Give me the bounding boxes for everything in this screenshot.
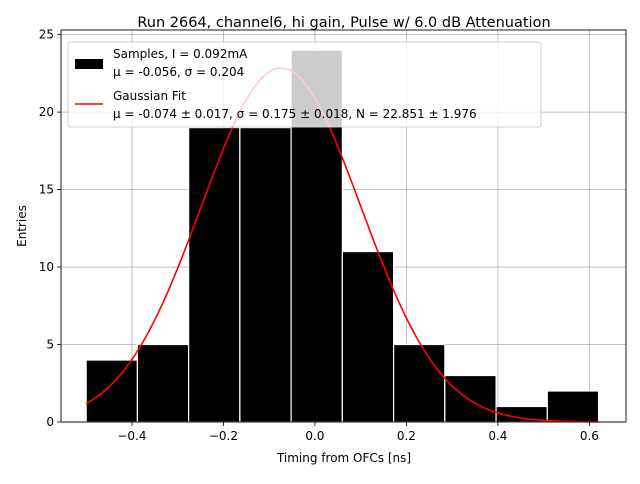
x-tick-label: 0.0 [305, 429, 324, 443]
legend-samples-patch [75, 59, 103, 69]
histogram-bar [392, 343, 446, 423]
histogram-bar [136, 343, 190, 423]
axes-frame [60, 29, 627, 423]
legend-samples-stats: μ = -0.056, σ = 0.204 [113, 65, 244, 79]
histogram-bars [85, 49, 600, 423]
x-axis-label: Timing from OFCs [ns] [276, 451, 411, 465]
gaussian-fit-curve [85, 67, 599, 423]
histogram-bar [546, 390, 600, 423]
y-tick-label: 0 [46, 415, 54, 429]
y-axis-ticks: 0 5 10 15 20 25 [39, 28, 61, 429]
histogram-bar [444, 374, 497, 423]
legend: Samples, I = 0.092mA μ = -0.056, σ = 0.2… [67, 41, 542, 128]
x-axis-ticks: −0.4 −0.2 0.0 0.2 0.4 0.6 [117, 422, 599, 443]
y-tick-label: 10 [39, 260, 54, 274]
x-tick-label: 0.2 [397, 429, 416, 443]
y-tick-label: 20 [39, 105, 54, 119]
y-tick-label: 25 [39, 28, 54, 42]
legend-fit-stats: μ = -0.074 ± 0.017, σ = 0.175 ± 0.018, N… [113, 107, 477, 121]
y-axis-label: Entries [15, 205, 29, 247]
y-tick-label: 5 [46, 338, 54, 352]
x-tick-label: 0.4 [488, 429, 507, 443]
histogram-bar [188, 127, 241, 423]
legend-samples-label: Samples, I = 0.092mA [113, 47, 248, 61]
y-tick-label: 15 [39, 183, 54, 197]
histogram-bar [85, 359, 139, 423]
legend-box [67, 41, 542, 128]
histogram-bar [239, 127, 292, 423]
x-tick-label: −0.4 [117, 429, 146, 443]
x-tick-label: 0.6 [580, 429, 599, 443]
chart-title: Run 2664, channel6, hi gain, Pulse w/ 6.… [137, 15, 550, 31]
histogram-bar [341, 250, 395, 423]
legend-fit-label: Gaussian Fit [113, 89, 186, 103]
x-tick-label: −0.2 [209, 429, 238, 443]
